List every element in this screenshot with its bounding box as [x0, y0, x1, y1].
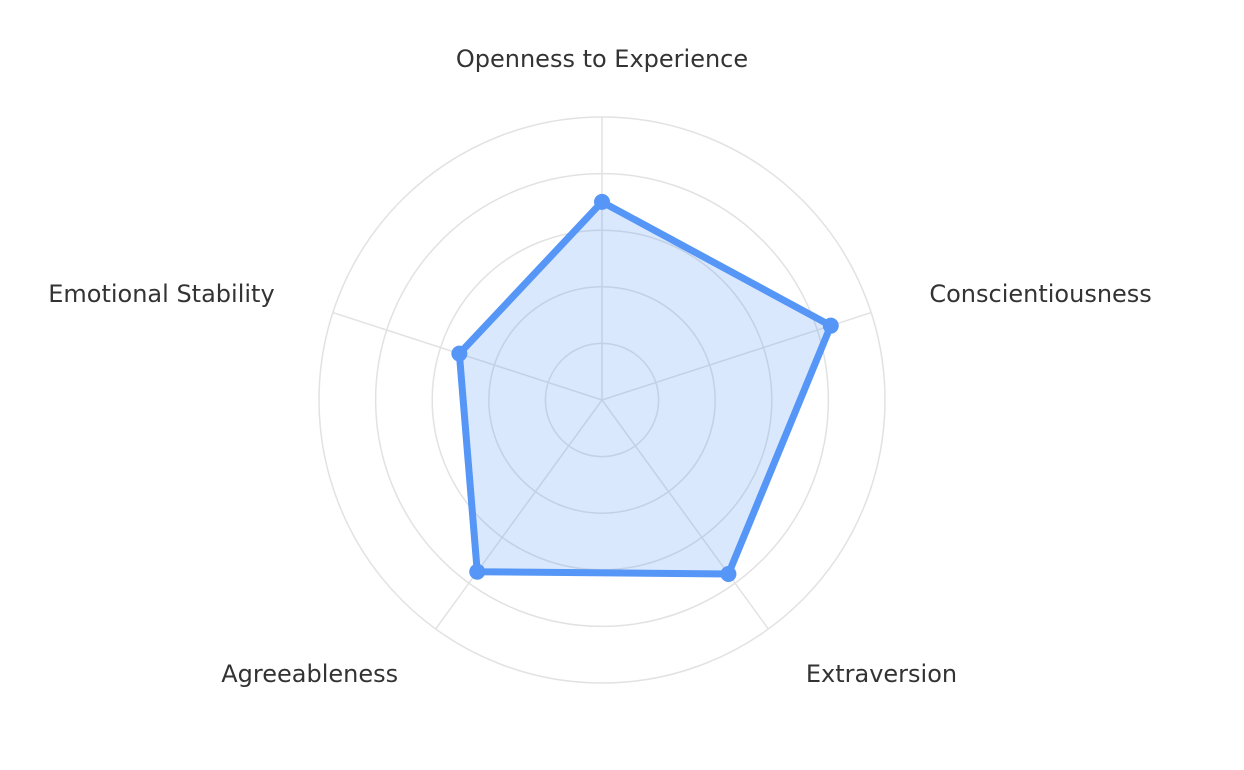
- series-area: [455, 198, 835, 578]
- axis-label: Openness to Experience: [456, 45, 748, 73]
- axis-label: Emotional Stability: [48, 280, 274, 308]
- axis-label: Agreeableness: [221, 660, 398, 688]
- point: [451, 345, 468, 362]
- axis-label: Extraversion: [806, 660, 957, 688]
- point: [469, 563, 486, 580]
- spoke: [435, 399, 603, 630]
- point: [594, 193, 610, 210]
- spoke: [332, 311, 603, 401]
- spoke: [601, 399, 769, 630]
- point: [720, 566, 737, 583]
- axis-label: Conscientiousness: [929, 280, 1151, 308]
- point: [822, 317, 839, 334]
